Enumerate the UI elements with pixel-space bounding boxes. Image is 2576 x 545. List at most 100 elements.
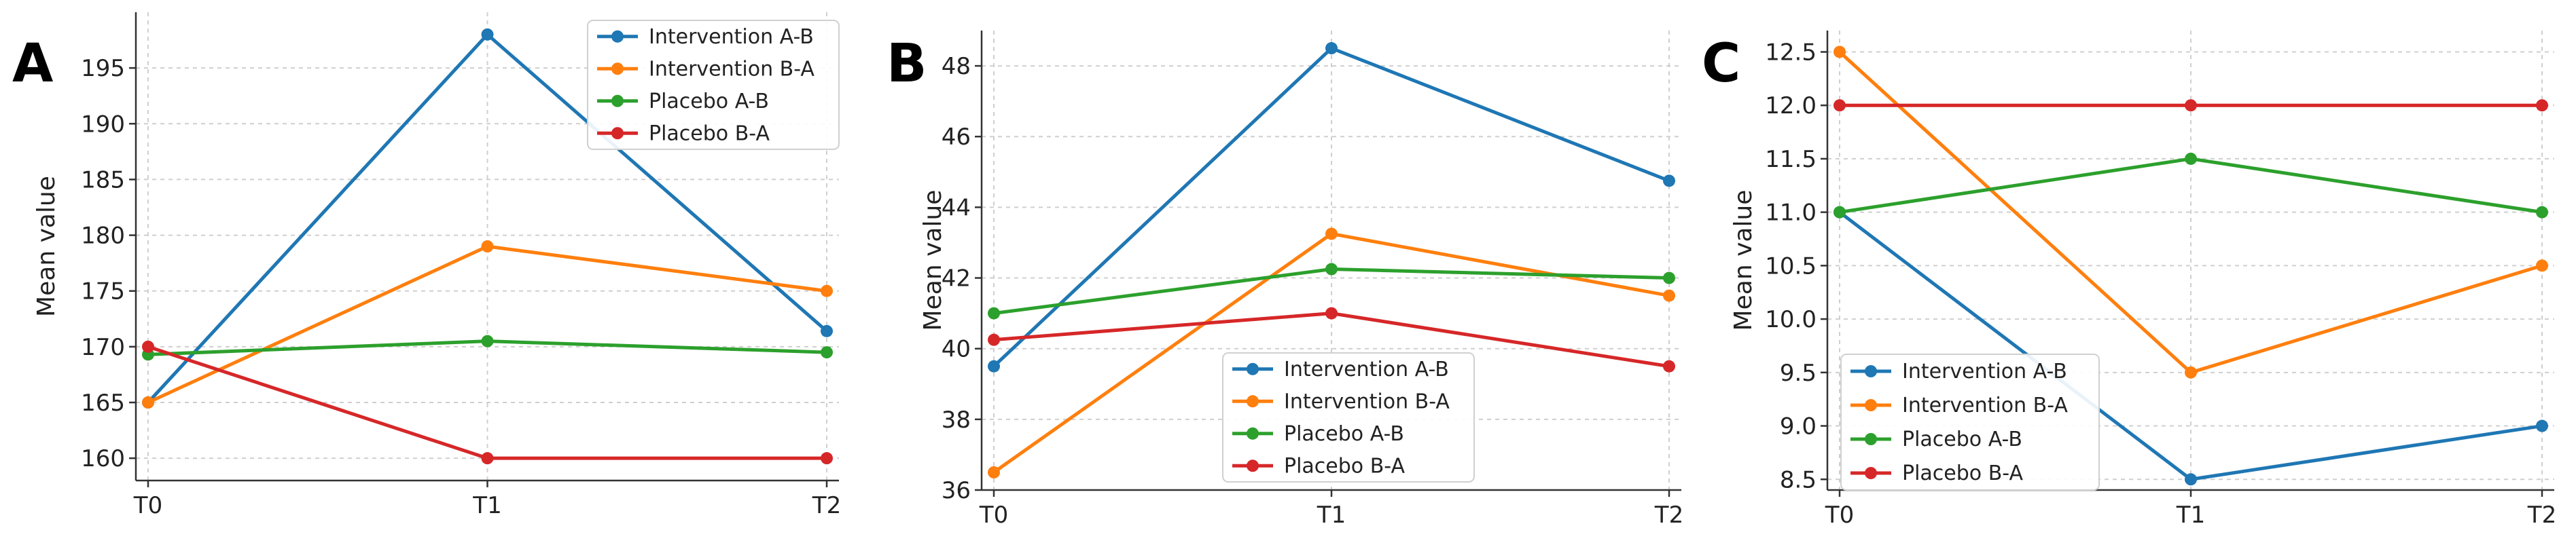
data-point [2536,206,2548,219]
data-point [1325,307,1338,320]
data-point [2185,152,2197,165]
data-point [2185,473,2197,486]
legend-swatch-marker [611,62,624,75]
y-tick-label: 42 [942,265,971,293]
legend-label: Placebo B-A [1902,462,2023,485]
data-point [481,335,494,347]
panel-c: C 8.5 9.0 9.5 10.0 10.5 11.0 11.5 12.0 12.5 T0 T1 T2… [1702,31,2556,529]
legend-swatch-marker [1865,399,1877,411]
panel-label: C [1702,33,1740,94]
y-axis-label: Mean value [1730,190,1757,331]
y-tick-label: 36 [942,477,971,504]
data-point [988,307,1000,320]
data-point [2536,419,2548,432]
x-tick-label: T2 [1654,502,1683,529]
x-tick-label: T2 [2527,502,2556,529]
y-tick-label: 185 [81,166,125,193]
legend-box [587,20,840,150]
legend-swatch-marker [1247,427,1259,440]
legend-label: Intervention A-B [1284,358,1449,381]
x-tick-label: T0 [1825,502,1854,529]
legend-swatch-marker [1247,459,1259,472]
y-tick-label: 170 [81,334,125,361]
legend-box [1840,354,2100,491]
legend-swatch-marker [1865,365,1877,377]
legend-swatch-marker [1865,433,1877,445]
legend-swatch-marker [1247,362,1259,375]
y-tick-label: 38 [942,407,971,434]
y-tick-label: 195 [81,55,125,82]
legend-swatch-marker [1247,395,1259,408]
data-point [1325,263,1338,276]
y-tick-label: 11.0 [1765,200,1817,227]
data-point [481,28,494,41]
data-point [2185,99,2197,112]
y-tick-label: 160 [81,445,125,472]
x-tick-label: T1 [472,492,501,519]
y-tick-label: 48 [942,53,971,80]
data-point [142,340,154,353]
legend-swatch-marker [1865,467,1877,479]
data-point [1663,271,1675,284]
legend-label: Placebo A-B [1902,428,2022,451]
y-tick-label: 12.5 [1765,39,1817,66]
panel-label: A [12,33,53,94]
y-tick-label: 9.5 [1780,360,1817,387]
legend-label: Placebo A-B [1284,422,1404,446]
legend-label: Intervention B-A [1902,394,2068,417]
data-point [481,452,494,465]
panel-a: A 160 165 170 175 180 185 190 195 T0 T1 T2 Mean valu… [12,12,841,519]
legend-label: Intervention B-A [1284,390,1450,413]
y-tick-label: 40 [942,336,971,363]
data-point [1833,206,1846,219]
x-tick-label: T0 [133,492,162,519]
y-tick-label: 165 [81,390,125,417]
data-point [481,240,494,252]
y-axis-label: Mean value [33,176,60,317]
data-point [2536,259,2548,272]
y-axis-label: Mean value [919,190,947,331]
legend-box [1222,352,1475,483]
data-point [1325,42,1338,55]
data-point [1833,99,1846,112]
y-tick-label: 10.0 [1765,306,1817,333]
legend-label: Placebo A-B [649,90,769,113]
panel-label: B [887,33,927,94]
y-tick-label: 12.0 [1765,92,1817,119]
x-tick-label: T1 [1317,502,1346,529]
x-tick-label: T0 [979,502,1008,529]
y-tick-label: 190 [81,111,125,138]
legend-label: Intervention A-B [1902,360,2067,383]
legend-label: Intervention A-B [649,25,814,49]
data-point [1663,174,1675,187]
x-tick-label: T1 [2176,502,2205,529]
data-point [821,284,833,297]
data-point [2536,99,2548,112]
legend-swatch-marker [611,94,624,107]
y-tick-label: 180 [81,223,125,250]
data-point [988,466,1000,478]
data-point [821,324,833,337]
y-tick-label: 10.5 [1765,252,1817,280]
data-point [1663,289,1675,302]
data-point [1325,227,1338,240]
legend-swatch-marker [611,127,624,140]
legend-label: Intervention B-A [649,57,815,81]
data-point [821,452,833,465]
data-point [988,333,1000,346]
y-tick-label: 9.0 [1780,413,1817,440]
data-point [1663,360,1675,373]
panel-b: B 36 38 40 42 44 46 48 T0 T1 T2 Mean value Intervent… [887,31,1683,529]
y-tick-label: 46 [942,124,971,151]
y-tick-label: 11.5 [1765,146,1817,173]
y-tick-label: 8.5 [1780,466,1817,493]
x-tick-label: T2 [812,492,841,519]
legend-label: Placebo B-A [649,121,770,145]
y-tick-label: 44 [942,194,971,221]
data-point [821,346,833,359]
y-tick-label: 175 [81,278,125,305]
data-point [2185,366,2197,379]
data-point [1833,45,1846,58]
legend-swatch-marker [611,30,624,43]
